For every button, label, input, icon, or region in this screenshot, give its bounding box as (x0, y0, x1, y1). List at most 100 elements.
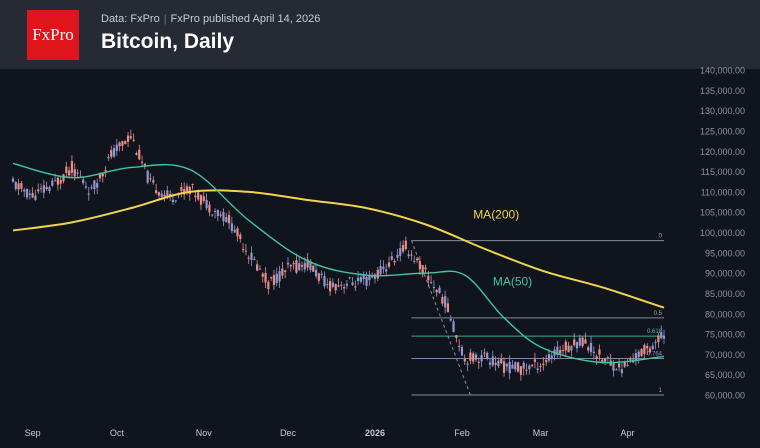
candle-body (211, 214, 214, 216)
candle-body (545, 360, 548, 363)
candle-body (477, 361, 480, 363)
source-line: Data: FxPro | FxPro published April 14, 20… (101, 13, 320, 25)
candle-body (216, 210, 219, 217)
candle-body (56, 177, 59, 185)
chart-header: FxPro Data: FxPro | FxPro published April … (0, 0, 760, 69)
candle-body (225, 217, 228, 223)
candle-body (51, 180, 54, 186)
candle-body (536, 368, 539, 371)
candle-body (253, 258, 256, 260)
candle-body (76, 172, 79, 174)
candle-body (163, 194, 166, 197)
candle-body (323, 275, 326, 287)
candle-body (660, 332, 663, 339)
candle-body (65, 166, 68, 173)
candle-body (511, 364, 514, 369)
candle-body (135, 153, 138, 155)
candle-body (592, 351, 595, 353)
candle-body (376, 269, 379, 279)
candle-body (629, 359, 632, 361)
candle-body (646, 345, 649, 349)
candle-body (505, 363, 508, 367)
candle-body (112, 148, 116, 157)
candle-body (407, 254, 410, 257)
candle-body (368, 274, 371, 281)
candle-body (589, 342, 593, 352)
candle-body (542, 363, 545, 366)
candle-body (202, 196, 205, 201)
candle-body (387, 262, 391, 267)
candle-body (567, 345, 570, 353)
candle-body (278, 271, 281, 282)
candle-body (525, 369, 528, 371)
candle-body (452, 321, 455, 332)
candle-body (491, 356, 494, 366)
candle-body (486, 352, 489, 359)
candle-body (575, 342, 579, 349)
candle-body (244, 250, 248, 252)
candle-body (578, 337, 581, 346)
candle-body (328, 281, 332, 292)
candle-body (497, 360, 500, 366)
candle-body (197, 192, 200, 200)
candle-body (258, 268, 262, 270)
candle-body (418, 261, 421, 270)
published-date: FxPro published April 14, 2026 (170, 13, 321, 25)
candle-body (595, 356, 598, 359)
candle-body (500, 358, 503, 364)
candle-body (458, 345, 461, 347)
candle-body (132, 139, 135, 141)
candle-body (320, 273, 323, 275)
candle-body (455, 335, 458, 339)
candle-body (45, 186, 48, 190)
candle-body (174, 200, 177, 202)
y-tick-label: 75,000.00 (705, 330, 745, 340)
x-tick-label: Dec (280, 428, 297, 438)
candle-body (101, 173, 104, 177)
candle-body (247, 257, 250, 259)
candle-body (488, 362, 492, 365)
fib-level-label: 0.618 (647, 329, 663, 335)
candle-body (219, 214, 222, 216)
candle-body (410, 254, 413, 256)
candle-body (550, 355, 553, 359)
candle-body (171, 199, 175, 203)
candle-body (140, 161, 144, 163)
candle-body (427, 275, 430, 281)
candle-body (615, 369, 618, 371)
candle-body (533, 359, 537, 362)
candle-body (183, 189, 186, 195)
candle-body (300, 265, 304, 267)
candle-body (20, 183, 23, 189)
candle-body (606, 357, 609, 359)
candle-body (93, 180, 96, 190)
candle-body (118, 142, 121, 147)
candle-body (70, 161, 74, 173)
candle-body (191, 183, 194, 185)
candle-body (314, 270, 318, 277)
candle-body (312, 265, 315, 272)
candle-body (441, 296, 444, 304)
candle-body (618, 363, 621, 368)
chart-title: Bitcoin, Daily (101, 30, 235, 53)
y-tick-label: 110,000.00 (701, 187, 745, 197)
candle-body (561, 349, 565, 351)
candle-body (205, 199, 208, 209)
candle-body (421, 265, 424, 275)
candle-body (264, 272, 267, 283)
candle-body (483, 352, 486, 354)
candle-body (573, 339, 576, 346)
x-tick-label: Feb (454, 428, 470, 438)
candle-body (626, 364, 629, 366)
candle-body (292, 263, 295, 265)
x-tick-label: Mar (533, 428, 549, 438)
candle-body (331, 282, 334, 287)
candle-body (73, 169, 76, 177)
candle-body (169, 193, 172, 197)
y-tick-label: 125,000.00 (700, 126, 745, 136)
candle-body (348, 277, 351, 279)
candle-body (236, 228, 239, 237)
candle-body (272, 275, 276, 285)
